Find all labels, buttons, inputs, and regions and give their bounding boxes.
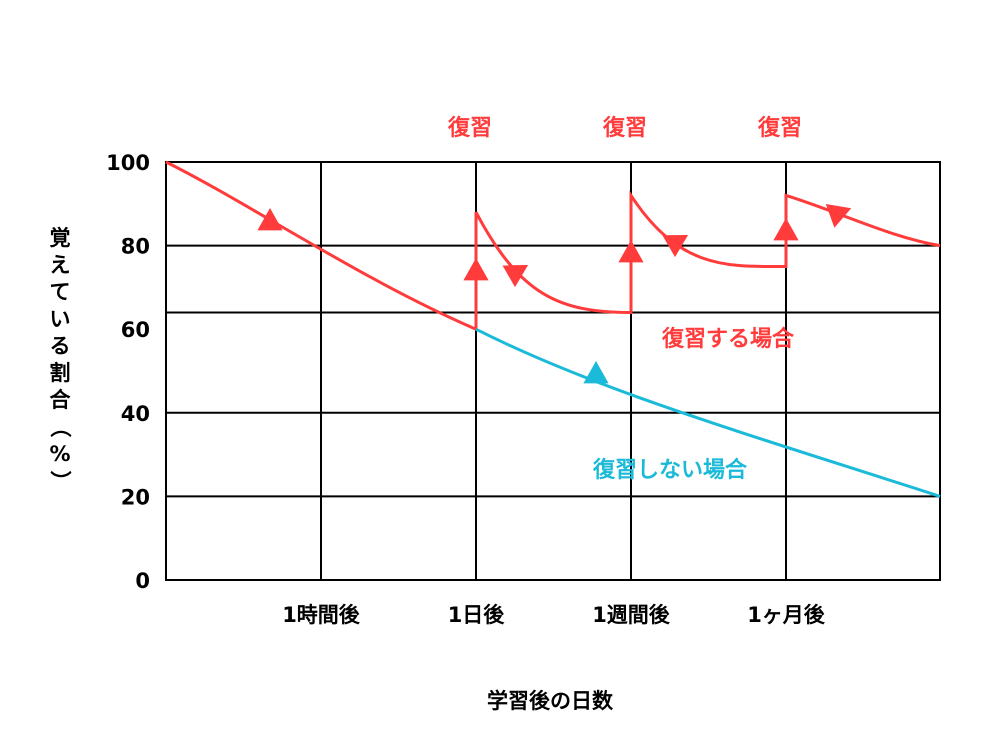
arrow-review-marker bbox=[463, 258, 489, 281]
y-axis-title-char: 合 bbox=[50, 388, 72, 412]
y-tick-label: 0 bbox=[135, 569, 150, 593]
y-axis-title-char: 覚 bbox=[50, 226, 71, 250]
y-tick-label: 20 bbox=[121, 485, 150, 509]
y-tick-label: 100 bbox=[106, 151, 150, 175]
y-tick-label: 80 bbox=[121, 235, 150, 259]
y-axis-title-char: る bbox=[50, 334, 71, 358]
x-axis-title: 学習後の日数 bbox=[487, 689, 614, 713]
x-tick-label: 1日後 bbox=[448, 603, 506, 627]
y-axis-title-char: え bbox=[50, 253, 71, 277]
y-axis-title-char: い bbox=[50, 307, 71, 331]
line-review bbox=[165, 160, 941, 332]
arrow-review-marker bbox=[773, 218, 799, 241]
arrow-review-marker bbox=[502, 265, 529, 288]
review-label: 復習 bbox=[757, 115, 802, 141]
y-axis-title-char: て bbox=[50, 280, 71, 304]
y-axis-title-char: % bbox=[49, 442, 70, 466]
y-axis-ticks: 0 20 40 60 80 100 bbox=[106, 151, 150, 593]
x-tick-label: 1時間後 bbox=[282, 603, 361, 627]
y-axis-title-char: （ bbox=[48, 417, 72, 438]
arrow-review-marker bbox=[825, 204, 852, 228]
y-tick-label: 40 bbox=[121, 402, 150, 426]
review-annotations: 復習 復習 復習 bbox=[447, 115, 802, 141]
y-tick-label: 60 bbox=[121, 318, 150, 342]
y-axis-title-char: 割 bbox=[50, 361, 71, 385]
review-label: 復習 bbox=[447, 115, 492, 141]
x-tick-label: 1ヶ月後 bbox=[747, 603, 826, 627]
series-no-review-group bbox=[475, 327, 941, 498]
x-axis-ticks: 1時間後 1日後 1週間後 1ヶ月後 bbox=[282, 603, 826, 627]
review-label: 復習 bbox=[602, 115, 647, 141]
y-axis-title-char: ） bbox=[48, 471, 72, 492]
series-review-group bbox=[165, 160, 941, 332]
plot-frame bbox=[165, 161, 941, 581]
x-tick-label: 1週間後 bbox=[592, 603, 671, 627]
chart-grid bbox=[165, 161, 941, 581]
series-label-no-review: 復習しない場合 bbox=[592, 457, 748, 483]
arrow-review-marker bbox=[257, 208, 283, 231]
arrow-review-marker bbox=[618, 240, 644, 263]
arrow-review-marker bbox=[662, 235, 689, 258]
line-no-review bbox=[475, 327, 941, 498]
arrow-no-review-marker bbox=[583, 361, 609, 384]
series-label-review: 復習する場合 bbox=[661, 326, 795, 352]
